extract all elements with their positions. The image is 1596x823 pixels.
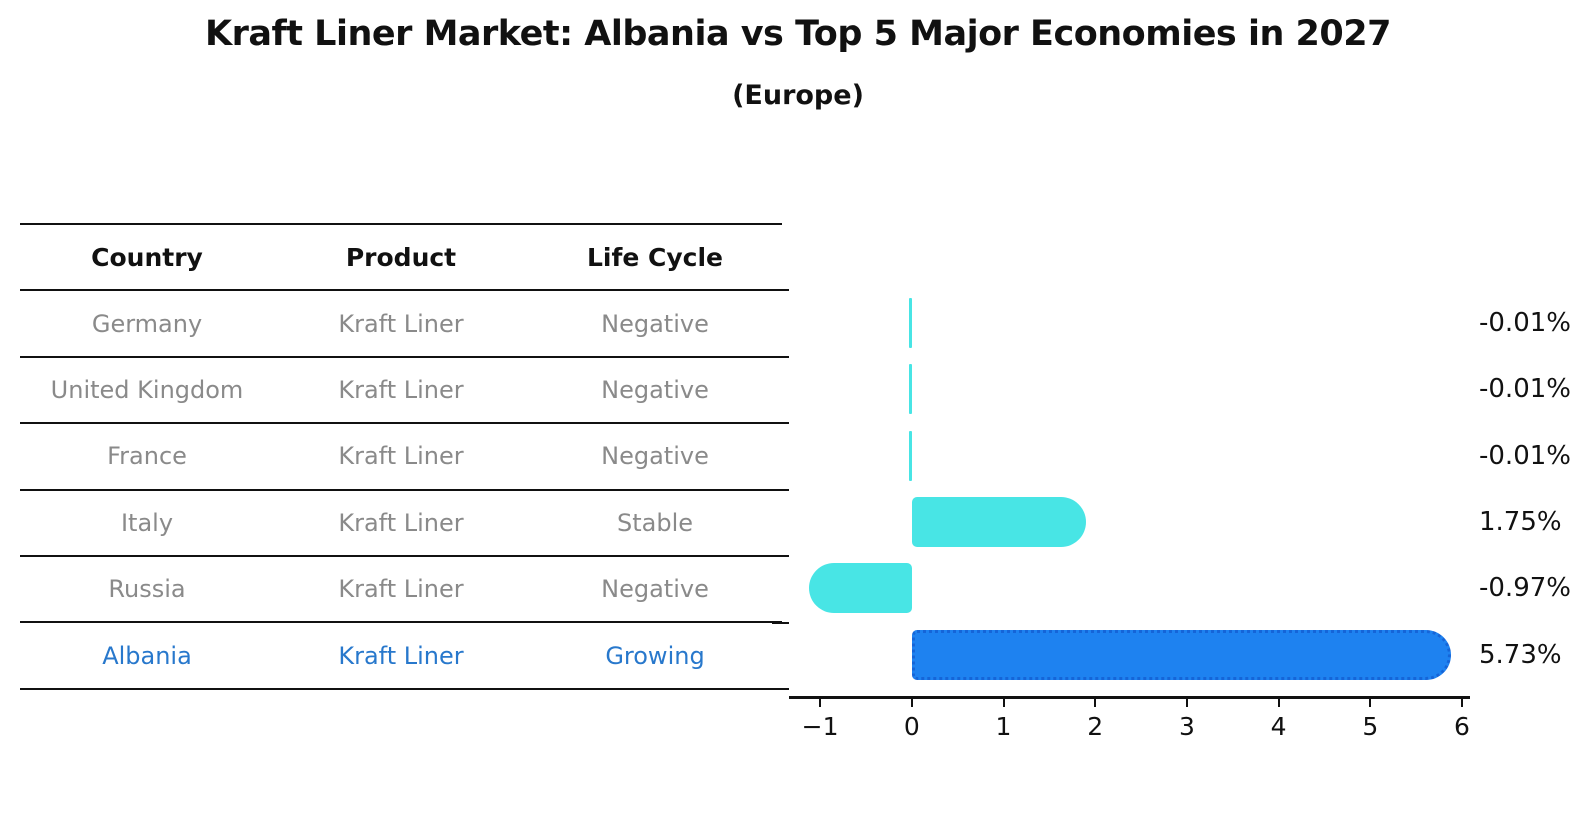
value-label-france: -0.01% <box>1479 440 1571 471</box>
x-tick <box>910 697 913 707</box>
table-cell-product: Kraft Liner <box>338 641 464 670</box>
table-cell-product: Kraft Liner <box>338 442 464 471</box>
value-label-germany: -0.01% <box>1479 307 1571 338</box>
table-header-country: Country <box>91 242 203 272</box>
x-tick <box>1094 697 1097 707</box>
table-cell-life-cycle: Negative <box>601 575 709 604</box>
y-tick <box>772 688 789 690</box>
x-tick-label: 0 <box>903 712 920 741</box>
table-cell-country: Albania <box>102 641 192 670</box>
table-header-row: Country Product Life Cycle <box>20 223 782 289</box>
bar-france <box>909 430 912 481</box>
table-cell-product: Kraft Liner <box>338 375 464 404</box>
x-tick <box>1277 697 1280 707</box>
table-cell-life-cycle: Negative <box>601 442 709 471</box>
x-tick-label: 6 <box>1454 712 1470 741</box>
x-tick-label: 1 <box>995 712 1012 741</box>
table-cell-life-cycle: Stable <box>616 508 694 537</box>
table-header-product: Product <box>345 242 457 272</box>
bar-italy <box>911 496 1087 547</box>
table-row-russia: Russia Kraft Liner Negative <box>20 554 782 621</box>
x-tick <box>819 697 822 707</box>
chart-title: Kraft Liner Market: Albania vs Top 5 Maj… <box>205 14 1391 54</box>
comparison-table: Country Product Life Cycle Germany Kraft Lin… <box>20 223 782 690</box>
table-cell-life-cycle: Growing <box>605 641 705 670</box>
y-tick <box>772 555 789 558</box>
table-row-albania: Albania Kraft Liner Growing <box>20 621 782 687</box>
table-cell-product: Kraft Liner <box>338 575 464 604</box>
x-tick-label: 5 <box>1362 712 1379 741</box>
table-cell-country: Russia <box>108 575 186 604</box>
x-tick <box>1369 697 1372 707</box>
table-header-life-cycle: Life Cycle <box>586 242 724 272</box>
y-tick <box>772 621 789 624</box>
y-tick <box>772 289 789 292</box>
table-cell-product: Kraft Liner <box>338 309 464 338</box>
value-label-italy: 1.75% <box>1479 506 1562 537</box>
table-cell-country: Italy <box>120 508 174 537</box>
table-cell-life-cycle: Negative <box>601 375 709 404</box>
table-row-italy: Italy Kraft Liner Stable <box>20 488 782 555</box>
value-label-albania: 5.73% <box>1479 639 1562 670</box>
value-label-united-kingdom: -0.01% <box>1479 374 1571 405</box>
bar-albania <box>911 629 1452 680</box>
table-row-united-kingdom: United Kingdom Kraft Liner Negative <box>20 355 782 422</box>
value-label-russia: -0.97% <box>1479 573 1571 604</box>
table-cell-life-cycle: Negative <box>601 309 709 338</box>
y-tick <box>772 488 789 491</box>
bar-united-kingdom <box>909 364 912 415</box>
x-tick <box>1461 697 1463 707</box>
table-cell-country: United Kingdom <box>50 375 244 404</box>
table-cell-country: Germany <box>91 309 203 338</box>
x-tick-label: 3 <box>1178 712 1195 741</box>
table-cell-country: France <box>107 442 187 471</box>
y-tick <box>772 355 789 358</box>
x-tick <box>1185 697 1188 707</box>
x-tick-label: −1 <box>801 712 839 741</box>
x-tick <box>1002 697 1005 707</box>
x-tick-label: 4 <box>1270 712 1287 741</box>
chart-subtitle: (Europe) <box>732 80 864 111</box>
x-tick-label: 2 <box>1087 712 1104 741</box>
table-row-germany: Germany Kraft Liner Negative <box>20 289 782 355</box>
bar-russia <box>808 563 912 614</box>
x-axis-line <box>789 696 1470 699</box>
table-cell-product: Kraft Liner <box>338 508 464 537</box>
table-row-france: France Kraft Liner Negative <box>20 422 782 488</box>
bar-germany <box>909 297 912 348</box>
y-tick <box>772 422 789 425</box>
